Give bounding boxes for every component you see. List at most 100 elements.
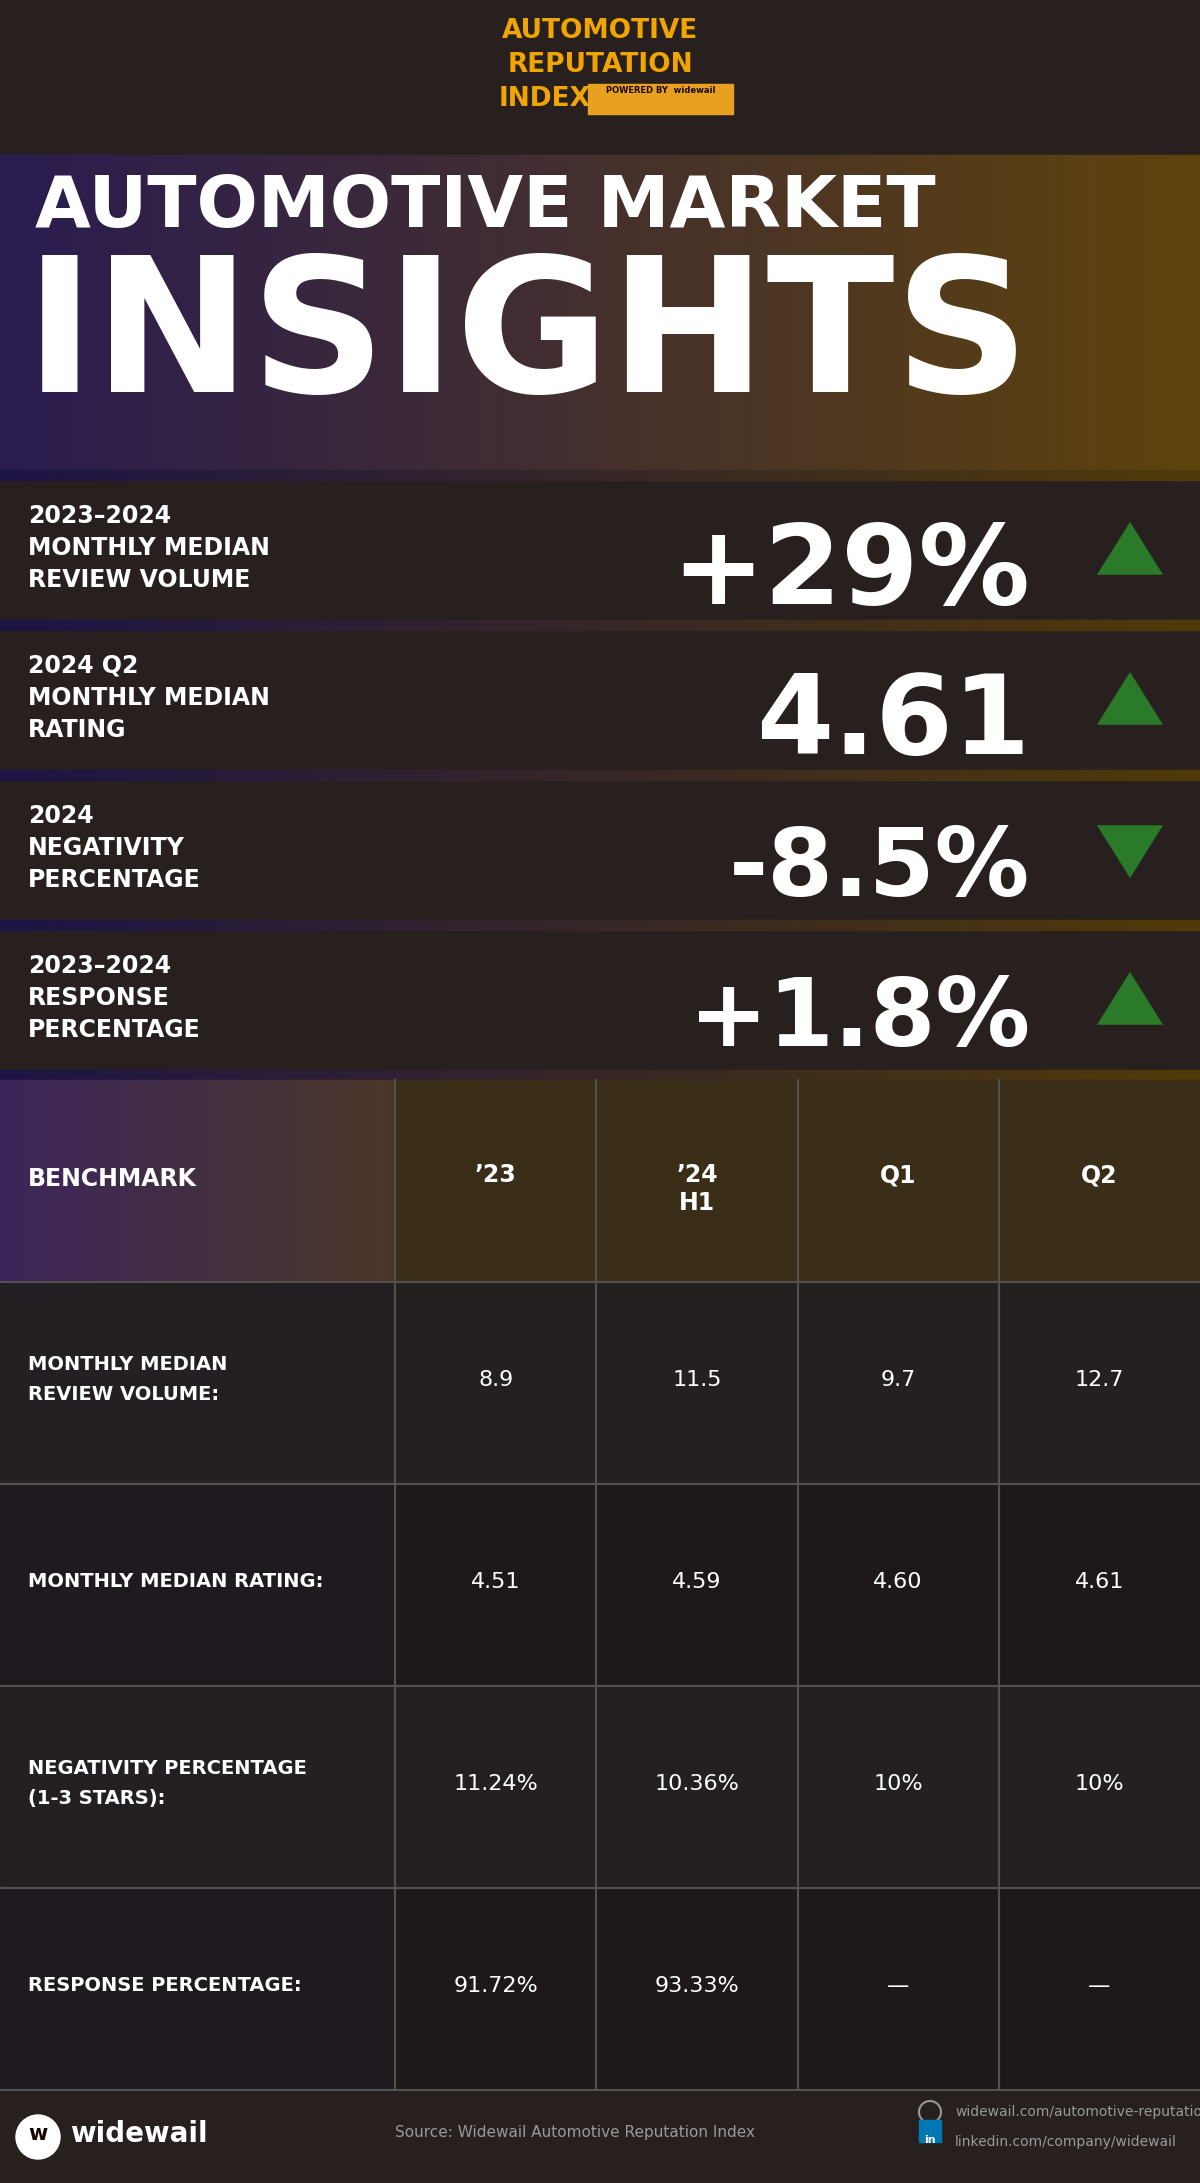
Bar [156,919,163,930]
Bar [66,469,73,480]
Bar [221,1081,226,1281]
Bar [534,771,541,779]
Bar [126,919,133,930]
Bar [528,620,535,631]
Bar [606,919,613,930]
Bar [1014,155,1018,469]
Bar [288,620,295,631]
Bar [1080,469,1087,480]
Bar [348,155,352,469]
Bar [348,1070,355,1081]
Bar [1084,155,1087,469]
Bar [642,1070,649,1081]
Bar [458,155,463,469]
Text: PERCENTAGE: PERCENTAGE [28,869,200,893]
Text: AUTOMOTIVE: AUTOMOTIVE [502,17,698,44]
Bar [996,919,1003,930]
Bar [1116,919,1123,930]
Bar [306,620,313,631]
Bar [1146,620,1153,631]
Bar [900,919,907,930]
Bar [324,919,331,930]
Bar [720,1070,727,1081]
Bar [1140,620,1147,631]
Bar [708,620,715,631]
Bar [222,919,229,930]
Bar [162,1081,167,1281]
Bar [78,469,85,480]
Bar [834,1070,841,1081]
Bar [222,1070,229,1081]
Text: 4.61: 4.61 [1075,1572,1124,1591]
Bar [474,771,481,779]
Bar [6,469,13,480]
Bar [186,469,193,480]
Bar [708,771,715,779]
Bar [528,771,535,779]
Bar [258,620,265,631]
Bar [588,1070,595,1081]
Bar [978,155,982,469]
Bar [0,1685,395,1888]
Bar [354,469,361,480]
Bar [1074,620,1081,631]
Bar [1182,771,1189,779]
Bar [36,469,43,480]
Bar [1002,155,1006,469]
Bar [972,771,979,779]
Bar [750,1070,757,1081]
Bar [180,1070,187,1081]
Bar [1170,919,1177,930]
Bar [666,469,673,480]
Bar [1062,771,1069,779]
Bar [108,919,115,930]
Bar [168,155,172,469]
Bar [1170,1070,1177,1081]
Bar [1098,771,1105,779]
Bar [107,1081,112,1281]
Bar [530,155,535,469]
Bar [348,771,355,779]
Bar [1014,919,1021,930]
Bar [18,620,25,631]
Bar [286,155,289,469]
Bar [1018,155,1021,469]
Bar [382,155,385,469]
Bar [564,1070,571,1081]
Bar [498,1070,505,1081]
Bar [402,919,409,930]
Bar [540,155,544,469]
Bar [282,1070,289,1081]
Bar [582,469,589,480]
Bar [360,1081,365,1281]
Bar [606,620,613,631]
Bar [684,469,691,480]
Bar [438,620,445,631]
Bar [708,1070,715,1081]
Bar [1110,1070,1117,1081]
Bar [1110,620,1117,631]
Bar [1104,469,1111,480]
Bar [1122,620,1129,631]
Bar [954,469,961,480]
Bar [486,469,493,480]
Bar [420,155,424,469]
Bar [186,919,193,930]
Bar [94,155,97,469]
Bar [738,919,745,930]
Bar [1176,1070,1183,1081]
Bar [444,1070,451,1081]
Bar [0,1281,1200,1484]
Bar [0,1070,7,1081]
Bar [170,1081,175,1281]
Bar [690,469,697,480]
Bar [270,155,274,469]
Bar [830,155,835,469]
Bar [36,1070,43,1081]
Bar [260,1081,265,1281]
Bar [930,469,937,480]
Bar [436,155,439,469]
Text: +1.8%: +1.8% [689,974,1030,1065]
Bar [1128,620,1135,631]
Bar [702,919,709,930]
